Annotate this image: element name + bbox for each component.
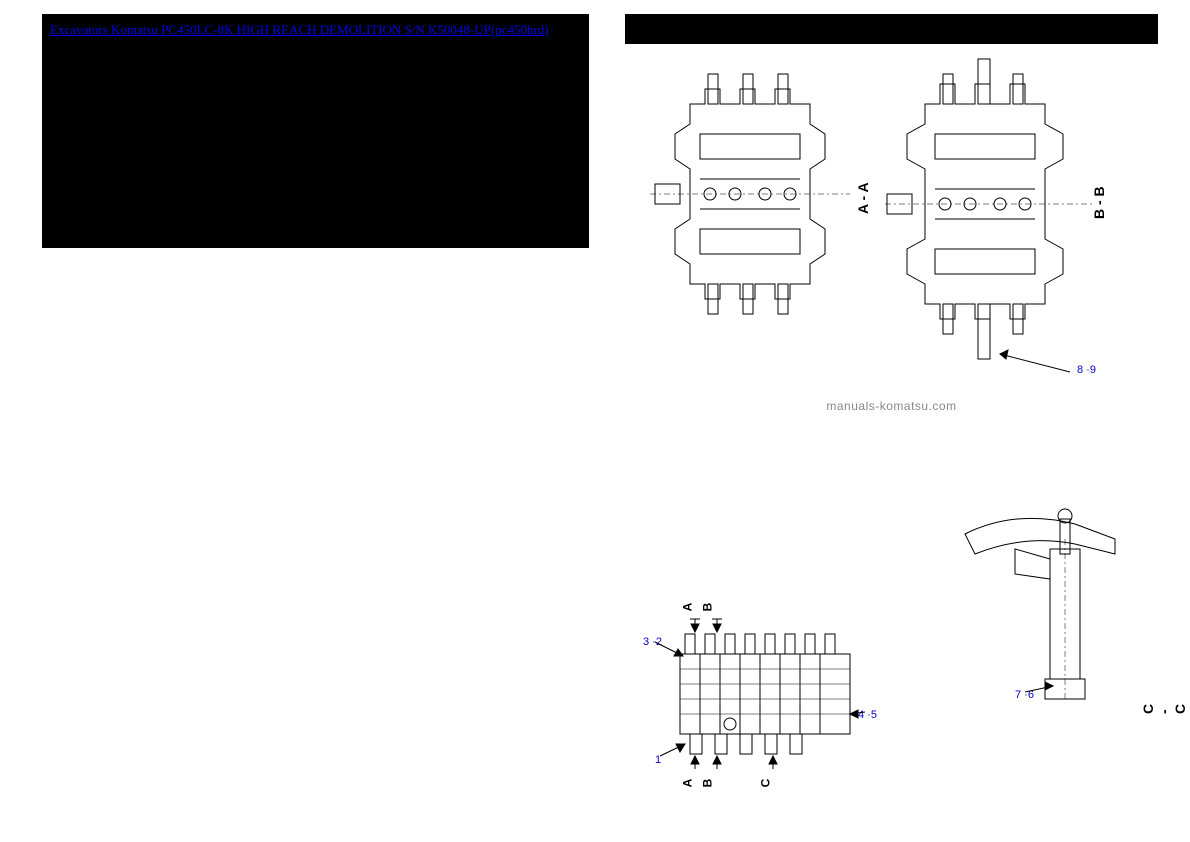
section-marker-b-bot: B [700, 779, 714, 788]
section-label-cc: C - C [1140, 696, 1188, 714]
breadcrumb-link[interactable]: Excavators Komatsu PC450LC-8K HIGH REACH… [50, 22, 549, 38]
diagram-panel: manuals-komatsu.com A - A B - B C - C 8 … [625, 14, 1158, 832]
diagram-area: manuals-komatsu.com A - A B - B C - C 8 … [625, 44, 1158, 832]
section-marker-c-bot: C [758, 779, 772, 788]
valve-section-aa [650, 64, 850, 324]
watermark-text: manuals-komatsu.com [826, 399, 956, 413]
valve-section-cc [955, 504, 1145, 734]
left-info-panel: Excavators Komatsu PC450LC-8K HIGH REACH… [42, 14, 589, 248]
diagram-panel-header [625, 14, 1158, 44]
section-marker-a-top: A [680, 603, 694, 612]
valve-side-view [645, 584, 875, 784]
section-marker-b-top: B [700, 603, 714, 612]
section-marker-a-bot: A [680, 779, 694, 788]
section-label-aa: A - A [855, 182, 871, 214]
valve-section-bb [885, 54, 1095, 384]
